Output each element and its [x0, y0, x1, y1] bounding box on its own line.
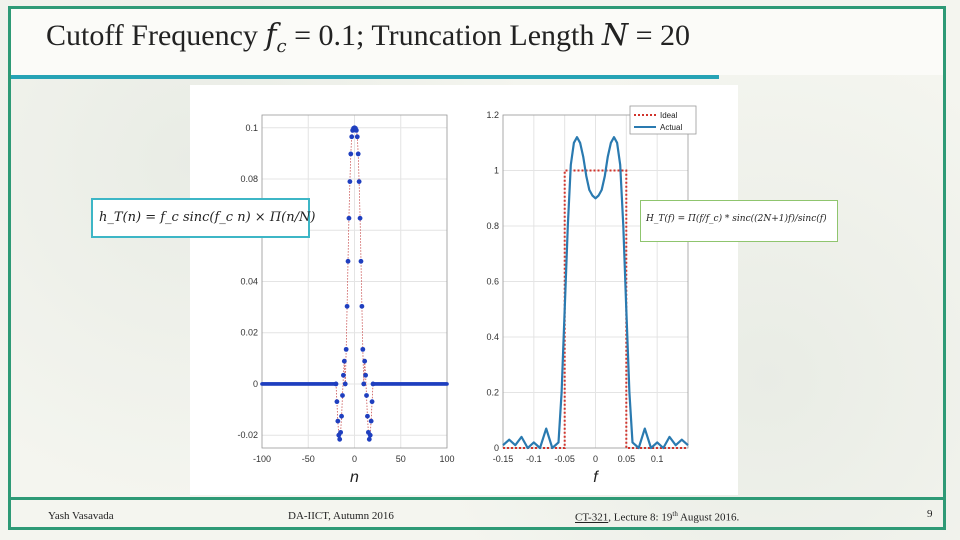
zero-point: [445, 382, 449, 386]
time-domain-equation: h_T(n) = f_c sinc(f_c n) × Π(n/N): [99, 210, 316, 225]
slide-title: Cutoff Frequency fc = 0.1; Truncation Le…: [46, 18, 691, 57]
data-point: [342, 381, 348, 387]
data-point: [353, 127, 359, 133]
y-tick-label: 0.8: [486, 221, 499, 231]
y-tick-label: 0.4: [486, 332, 499, 342]
y-tick-label: 1: [494, 166, 499, 176]
x-axis-label: n: [350, 469, 359, 486]
footer-course: DA-IICT, Autumn 2016: [288, 510, 394, 522]
time-domain-equation-box: h_T(n) = f_c sinc(f_c n) × Π(n/N): [91, 198, 315, 238]
x-tick-label: 0: [593, 454, 598, 464]
x-axis-label: f: [593, 469, 599, 486]
data-point: [349, 134, 355, 140]
freq-domain-equation: H_T(f) = Π(f/f_c) * sinc((2N+1)f)/sinc(f…: [646, 214, 827, 224]
lecture-code: CT-321: [575, 511, 609, 524]
x-tick-label: 0.1: [651, 454, 664, 464]
title-underline: [11, 75, 719, 79]
x-tick-label: 0: [352, 454, 357, 464]
plot-frame: [261, 114, 448, 449]
data-point: [358, 258, 364, 264]
data-point: [338, 429, 344, 435]
data-point: [337, 436, 343, 442]
y-tick-label: 1.2: [486, 110, 499, 120]
data-point: [364, 393, 369, 398]
data-point: [360, 346, 366, 352]
freq-domain-equation-box: H_T(f) = Π(f/f_c) * sinc((2N+1)f)/sinc(f…: [640, 200, 838, 242]
data-point: [335, 418, 341, 424]
data-point: [368, 418, 374, 424]
title-band: [11, 9, 943, 75]
data-point: [333, 381, 339, 387]
plot-frame: [502, 114, 689, 449]
series-line-ideal: [503, 169, 688, 449]
data-point: [363, 372, 368, 378]
data-point: [357, 215, 363, 221]
data-point: [362, 358, 368, 364]
x-tick-label: -0.1: [526, 454, 542, 464]
data-point: [341, 358, 347, 364]
data-point: [345, 258, 351, 264]
x-tick-label: -50: [302, 454, 315, 464]
y-tick-label: 0.1: [245, 123, 258, 133]
page-number: 9: [927, 508, 933, 520]
legend: Ideal Actual: [629, 105, 697, 135]
figure-area: -100-50050100-0.0200.020.040.060.080.1n-…: [190, 85, 738, 495]
data-point: [340, 393, 345, 398]
x-tick-label: -0.05: [554, 454, 575, 464]
y-tick-label: -0.02: [237, 430, 258, 440]
y-tick-label: 0.08: [240, 174, 258, 184]
data-point: [339, 413, 344, 419]
data-point: [356, 179, 362, 184]
plot-2: -0.15 -0.1 -0.05 0 0.05 0.1 0 0.2 0.4 0.6 0.8 1 1.2 f…: [486, 105, 697, 486]
figure-svg: -100-50050100-0.0200.020.040.060.080.1n-…: [237, 105, 697, 486]
x-tick-label: 50: [396, 454, 406, 464]
y-tick-label: 0.02: [240, 328, 258, 338]
data-point: [341, 372, 346, 378]
legend-label: Actual: [660, 123, 682, 132]
x-tick-label: 100: [439, 454, 454, 464]
data-point: [367, 432, 373, 438]
y-tick-label: 0: [494, 443, 499, 453]
x-tick-label: -0.15: [493, 454, 514, 464]
footer-lecture: CT-321, Lecture 8: 19th August 2016.: [575, 510, 740, 524]
zero-padding-dots: [260, 382, 449, 386]
data-point: [359, 303, 365, 309]
y-tick-label: 0: [253, 379, 258, 389]
x-tick-label: 0.05: [618, 454, 636, 464]
data-point: [366, 436, 372, 442]
data-point: [370, 381, 376, 387]
data-point: [361, 381, 367, 387]
data-point: [365, 413, 370, 419]
data-point: [347, 179, 353, 184]
slide-frame: [8, 6, 946, 530]
data-point: [334, 399, 340, 405]
series-line-actual: [502, 136, 689, 450]
data-point: [348, 151, 354, 157]
legend-label: Ideal: [660, 111, 678, 120]
footer-rule: [11, 497, 943, 500]
y-tick-label: 0.2: [486, 388, 499, 398]
data-point: [354, 134, 360, 140]
data-point: [346, 215, 352, 221]
y-tick-label: 0.6: [486, 277, 499, 287]
footer-author: Yash Vasavada: [48, 510, 114, 522]
data-point: [369, 399, 375, 405]
x-tick-label: -100: [253, 454, 271, 464]
legend-box: [629, 105, 697, 135]
y-tick-label: 0.04: [240, 277, 258, 287]
data-point: [343, 346, 349, 352]
data-point: [344, 303, 350, 309]
data-point: [355, 151, 361, 157]
